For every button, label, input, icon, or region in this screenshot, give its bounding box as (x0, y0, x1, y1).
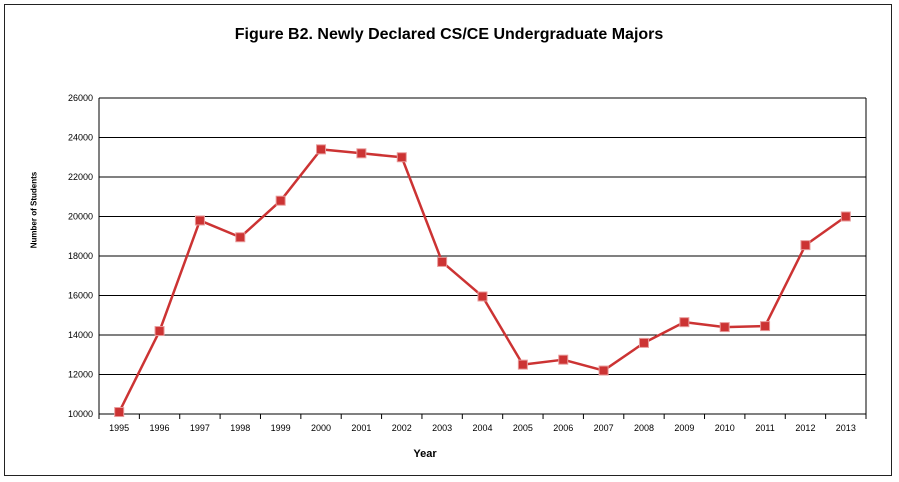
y-tick-label: 26000 (68, 93, 93, 103)
y-tick-label: 22000 (68, 172, 93, 182)
data-point (194, 215, 205, 226)
data-point (275, 195, 286, 206)
data-point (396, 152, 407, 163)
x-tick-label: 1996 (150, 423, 170, 433)
x-axis-label: Year (413, 448, 437, 460)
data-point (840, 211, 851, 222)
y-tick-label: 24000 (68, 133, 93, 143)
chart-frame: Figure B2. Newly Declared CS/CE Undergra… (4, 4, 892, 476)
x-tick-label: 1995 (109, 423, 129, 433)
x-tick-label: 2007 (594, 423, 614, 433)
x-tick-label: 2000 (311, 423, 331, 433)
x-tick-label: 2004 (472, 423, 492, 433)
x-tick-label: 1997 (190, 423, 210, 433)
data-point (517, 359, 528, 370)
data-point (114, 407, 125, 418)
data-point (679, 317, 690, 328)
x-tick-label: 2013 (836, 423, 856, 433)
x-tick-label: 1998 (230, 423, 250, 433)
x-tick-label: 2003 (432, 423, 452, 433)
data-point (316, 144, 327, 155)
y-tick-label: 20000 (68, 212, 93, 222)
y-tick-label: 12000 (68, 370, 93, 380)
data-point (558, 354, 569, 365)
x-tick-label: 2012 (795, 423, 815, 433)
data-point (638, 337, 649, 348)
x-tick-label: 2008 (634, 423, 654, 433)
data-point (598, 365, 609, 376)
data-point (719, 322, 730, 333)
data-point (800, 240, 811, 251)
series-line (118, 148, 847, 413)
x-tick-label: 2001 (351, 423, 371, 433)
x-tick-label: 1999 (271, 423, 291, 433)
data-point (437, 256, 448, 267)
data-point (154, 326, 165, 337)
data-point (356, 148, 367, 159)
y-tick-label: 18000 (68, 251, 93, 261)
y-tick-label: 10000 (68, 409, 93, 419)
chart-title: Figure B2. Newly Declared CS/CE Undergra… (234, 26, 664, 43)
data-point (235, 232, 246, 243)
x-tick-label: 2011 (755, 423, 774, 433)
x-tick-label: 2005 (513, 423, 533, 433)
x-tick-label: 2002 (392, 423, 412, 433)
x-tick-label: 2006 (553, 423, 573, 433)
x-tick-label: 2010 (715, 423, 735, 433)
x-tick-label: 2009 (674, 423, 694, 433)
y-tick-label: 16000 (68, 291, 93, 301)
data-point (477, 291, 488, 302)
y-tick-label: 14000 (68, 330, 93, 340)
data-point (760, 321, 771, 332)
